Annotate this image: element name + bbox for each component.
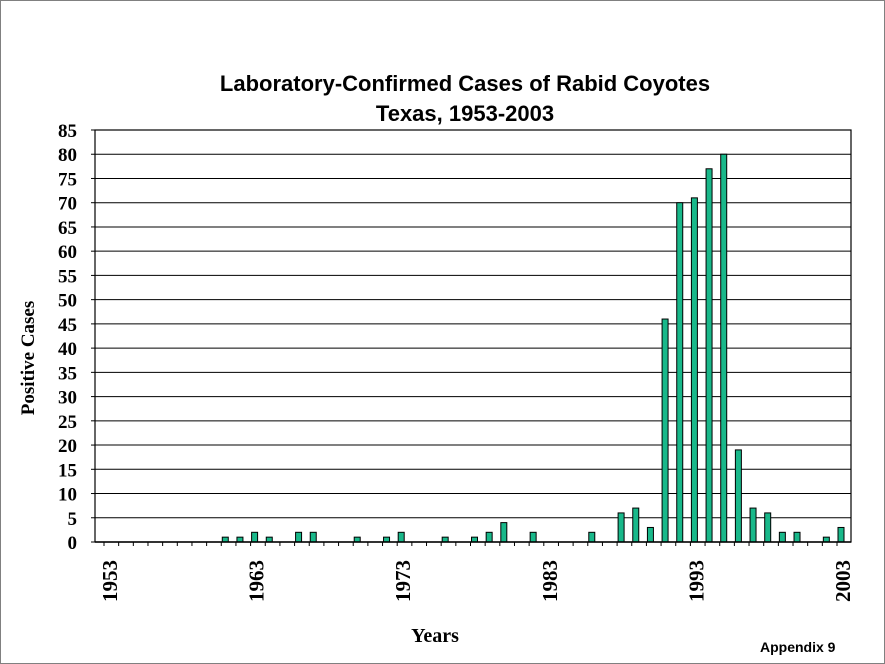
bar-1989 bbox=[632, 507, 640, 543]
bar-1992 bbox=[676, 202, 684, 543]
bar-1991 bbox=[661, 318, 669, 543]
x-tick-label: 1983 bbox=[538, 560, 562, 602]
bar-1993 bbox=[690, 197, 698, 543]
y-tick-label: 15 bbox=[58, 460, 77, 481]
bar-1967 bbox=[309, 531, 317, 543]
appendix-label: Appendix 9 bbox=[760, 639, 836, 655]
y-axis-title: Positive Cases bbox=[18, 301, 39, 416]
bar-1995 bbox=[720, 153, 728, 543]
bar-1986 bbox=[588, 531, 596, 543]
y-tick-label: 60 bbox=[58, 242, 77, 263]
y-tick-label: 45 bbox=[58, 315, 77, 336]
y-tick-label: 5 bbox=[68, 509, 78, 530]
chart-title: Laboratory-Confirmed Cases of Rabid Coyo… bbox=[219, 71, 711, 96]
bar-1996 bbox=[734, 449, 742, 543]
y-tick-label: 30 bbox=[58, 388, 77, 409]
bar-1997 bbox=[749, 507, 757, 543]
bar-1966 bbox=[295, 531, 303, 543]
bar-1998 bbox=[764, 512, 772, 543]
y-tick-label: 70 bbox=[58, 194, 77, 215]
bar-1980 bbox=[500, 522, 508, 543]
y-tick-label: 25 bbox=[58, 412, 77, 433]
bar-1963 bbox=[251, 531, 259, 543]
y-tick-label: 20 bbox=[58, 436, 77, 457]
y-tick-label: 55 bbox=[58, 266, 77, 287]
x-tick-label: 1993 bbox=[684, 560, 708, 602]
y-tick-label: 0 bbox=[68, 533, 78, 554]
chart-subtitle: Texas, 1953-2003 bbox=[375, 101, 555, 126]
y-tick-label: 85 bbox=[58, 121, 77, 142]
bar-2000 bbox=[793, 531, 801, 543]
x-tick-label: 2003 bbox=[831, 560, 855, 602]
bar-1982 bbox=[529, 531, 537, 543]
y-tick-label: 75 bbox=[58, 169, 77, 190]
bar-1994 bbox=[705, 168, 713, 543]
y-tick-label: 80 bbox=[58, 145, 77, 166]
bar-1999 bbox=[778, 531, 786, 543]
y-tick-label: 10 bbox=[58, 485, 77, 506]
bar-2003 bbox=[837, 526, 845, 543]
bar-1990 bbox=[646, 526, 654, 543]
y-tick-label: 40 bbox=[58, 339, 77, 360]
y-tick-label: 65 bbox=[58, 218, 77, 239]
x-tick-label: 1963 bbox=[245, 560, 269, 602]
bar-1979 bbox=[485, 531, 493, 543]
x-tick-label: 1953 bbox=[98, 560, 122, 602]
x-tick-label: 1973 bbox=[391, 560, 415, 602]
x-axis-title: Years bbox=[411, 625, 459, 647]
bar-1988 bbox=[617, 512, 625, 543]
y-tick-label: 50 bbox=[58, 291, 77, 312]
y-tick-label: 35 bbox=[58, 363, 77, 384]
bar-1973 bbox=[397, 531, 405, 543]
